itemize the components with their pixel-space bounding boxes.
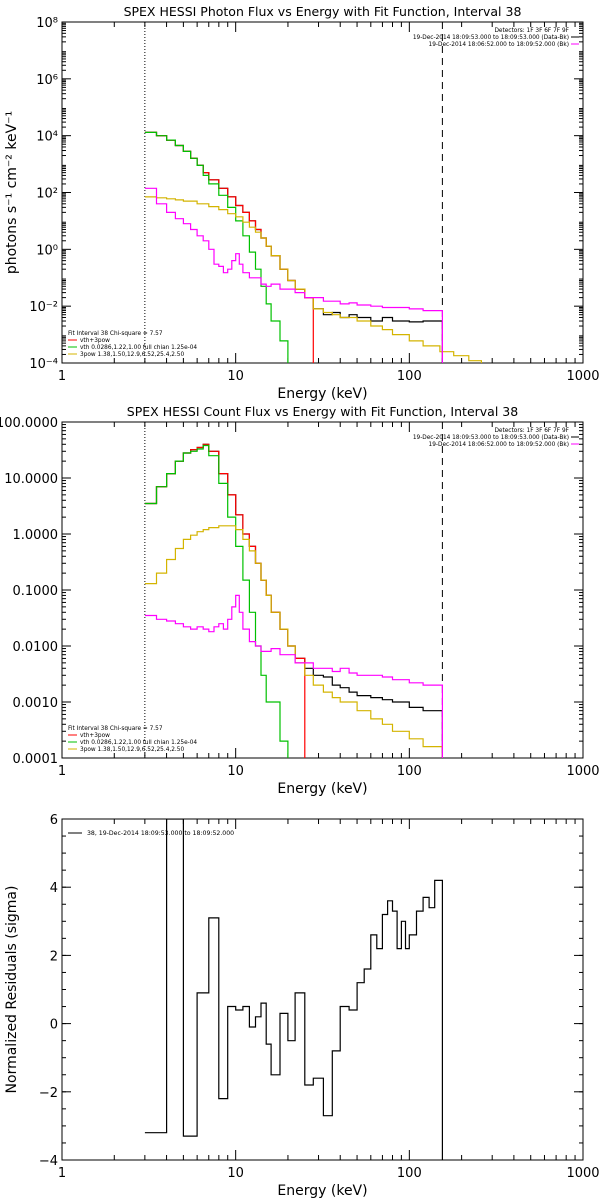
y-tick-label: 0.1000 — [13, 584, 59, 599]
legend-top-entry: Detectors: 1F 3F 6F 7F 9F — [494, 428, 569, 434]
x-tick-label: 1 — [58, 764, 66, 779]
y-axis-label: photons s⁻¹ cm⁻² keV⁻¹ — [4, 111, 20, 274]
chart-title: SPEX HESSI Photon Flux vs Energy with Fi… — [124, 4, 522, 19]
legend-bottom-entry: vth+3pow — [80, 338, 110, 344]
x-tick-label: 1000 — [566, 1166, 599, 1181]
y-tick-label: −4 — [39, 1154, 58, 1169]
y-tick-label: 10.0000 — [4, 472, 58, 487]
x-tick-label: 100 — [397, 1166, 422, 1181]
x-tick-label: 10 — [227, 764, 244, 779]
legend-top-entry: 19-Dec-2014 18:06:52.000 to 18:09:52.000… — [429, 42, 569, 48]
x-tick-label: 1 — [58, 369, 66, 384]
series-line-4 — [144, 187, 443, 363]
chart-title: SPEX HESSI Count Flux vs Energy with Fit… — [127, 404, 518, 419]
series-line-4 — [144, 594, 443, 758]
y-tick-label: 0.0100 — [13, 640, 59, 655]
plot-frame — [61, 21, 584, 364]
legend-bottom-entry: vth 0.0286,1.22,1.00 full chian 1.25e-04 — [80, 740, 197, 746]
y-tick-label: 10⁶ — [36, 73, 58, 88]
y-tick-label: 0 — [50, 1018, 58, 1033]
y-tick-label: 1.0000 — [13, 528, 59, 543]
y-tick-label: 6 — [50, 813, 58, 828]
legend-bottom-entry: Fit Interval 38 Chi-square = 7.57 — [68, 726, 163, 732]
y-tick-label: 2 — [50, 949, 58, 964]
series-line-3 — [144, 196, 482, 363]
y-tick-label: 0.0010 — [13, 696, 59, 711]
x-axis-label: Energy (keV) — [277, 386, 367, 402]
y-tick-label: 0.0001 — [13, 752, 59, 767]
series-line-2 — [144, 444, 289, 758]
series-line-3 — [144, 525, 443, 758]
y-tick-label: 10⁴ — [36, 130, 58, 145]
series-line-1 — [144, 131, 314, 363]
x-tick-label: 1000 — [566, 369, 599, 384]
x-tick-label: 1 — [58, 1166, 66, 1181]
x-axis-label: Energy (keV) — [277, 781, 367, 797]
legend-bottom-entry: Fit Interval 38 Chi-square = 7.57 — [68, 331, 163, 337]
x-axis-label: Energy (keV) — [277, 1183, 367, 1199]
legend-bottom-entry: vth 0.0286,1.22,1.00 full chian 1.25e-04 — [80, 345, 197, 351]
plot-frame — [61, 818, 584, 1161]
series-line-1 — [144, 443, 306, 758]
legend-bottom-entry: 3pow 1.38,1.50,12.9,6.52,25.4,2.50 — [80, 747, 184, 753]
y-tick-label: 10⁸ — [36, 16, 58, 31]
x-tick-label: 100 — [397, 369, 422, 384]
series-line-0 — [144, 443, 443, 758]
y-tick-label: 4 — [50, 881, 58, 896]
legend-bottom-entry: vth+3pow — [80, 733, 110, 739]
x-tick-label: 10 — [227, 369, 244, 384]
y-tick-label: 10⁻² — [29, 300, 58, 315]
y-tick-label: 10⁰ — [36, 243, 58, 258]
plot-frame — [61, 421, 584, 759]
y-axis-label: Normalized Residuals (sigma) — [4, 886, 20, 1094]
y-tick-label: 10² — [36, 187, 58, 202]
legend-top-entry: 19-Dec-2014 18:09:53.000 to 18:09:53.000… — [413, 35, 569, 41]
legend-top-entry: 38, 19-Dec-2014 18:09:53.000 to 18:09:52… — [87, 830, 234, 837]
count-flux-chart: SPEX HESSI Count Flux vs Energy with Fit… — [0, 404, 600, 797]
series-line-0 — [144, 819, 443, 1160]
photon-flux-chart: SPEX HESSI Photon Flux vs Energy with Fi… — [4, 4, 600, 402]
y-tick-label: 10⁻⁴ — [29, 357, 58, 372]
y-tick-label: 100.0000 — [0, 416, 58, 431]
series-line-0 — [144, 131, 443, 363]
legend-top-entry: 19-Dec-2014 18:09:53.000 to 18:09:53.000… — [413, 435, 569, 441]
x-tick-label: 1000 — [566, 764, 599, 779]
legend-top-entry: 19-Dec-2014 18:06:52.000 to 18:09:52.000… — [429, 442, 569, 448]
legend-top-entry: Detectors: 1F 3F 6F 7F 9F — [494, 28, 569, 34]
series-line-2 — [144, 131, 289, 363]
x-tick-label: 100 — [397, 764, 422, 779]
y-tick-label: −2 — [39, 1086, 58, 1101]
x-tick-label: 10 — [227, 1166, 244, 1181]
residuals-chart: 1 10 100 1000 Energy (keV) −4 −2 0 2 4 6 Normalized… — [4, 813, 600, 1199]
legend-bottom-entry: 3pow 1.38,1.50,12.9,6.52,25.4,2.50 — [80, 352, 184, 358]
